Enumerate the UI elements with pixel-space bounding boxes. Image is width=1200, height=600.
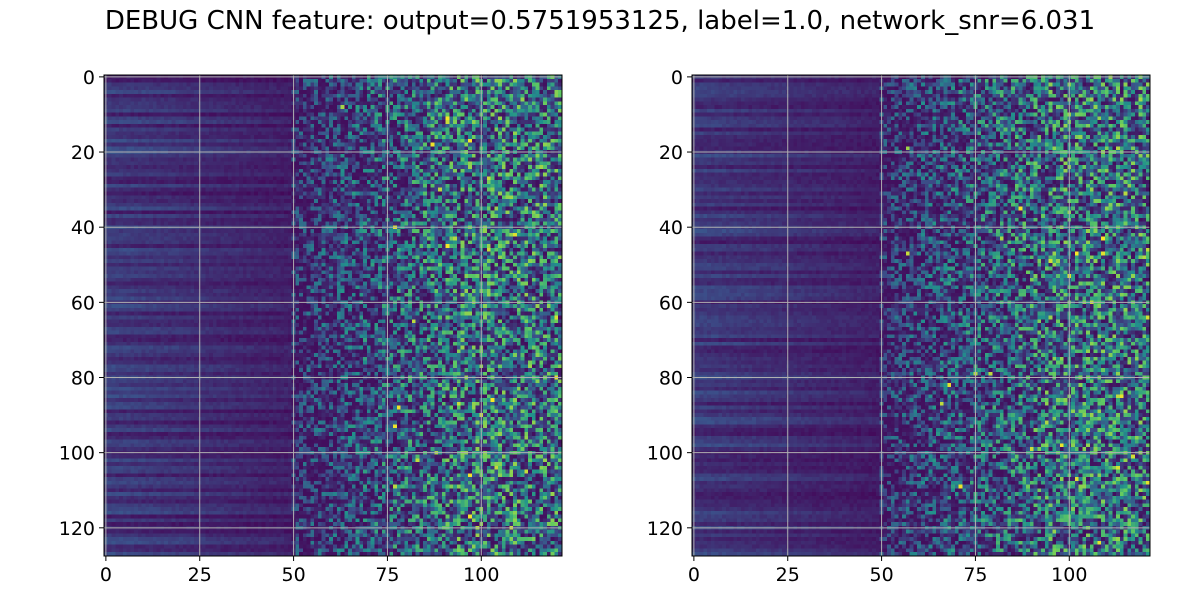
y-tick-label: 20 xyxy=(659,142,683,164)
y-tick-label: 40 xyxy=(659,217,683,239)
y-tick-label: 60 xyxy=(71,292,95,314)
axes-frame xyxy=(691,74,1151,557)
heatmap-panel-left: 0 25 50 75 100 0 20 40 60 80 100 120 xyxy=(59,67,563,586)
y-tick-label: 120 xyxy=(647,518,683,540)
heatmap-image xyxy=(104,75,562,556)
y-tick-label: 20 xyxy=(71,142,95,164)
heatmap-image xyxy=(692,75,1150,556)
axes-frame xyxy=(103,74,563,557)
x-tick-label: 100 xyxy=(1051,564,1087,586)
figure-title: DEBUG CNN feature: output=0.5751953125, … xyxy=(104,6,1096,36)
heatmap-panel-right: 0 25 50 75 100 0 20 40 60 80 100 120 xyxy=(647,67,1151,586)
y-tick-label: 80 xyxy=(71,368,95,390)
x-tick-label: 100 xyxy=(463,564,499,586)
x-tick-label: 75 xyxy=(963,564,987,586)
x-tick-label: 75 xyxy=(375,564,399,586)
y-tick-label: 80 xyxy=(659,368,683,390)
x-tick-label: 0 xyxy=(688,564,700,586)
x-tick-label: 25 xyxy=(776,564,800,586)
y-tick-label: 120 xyxy=(59,518,95,540)
x-tick-label: 0 xyxy=(100,564,112,586)
y-tick-label: 0 xyxy=(671,67,683,89)
y-tick-label: 40 xyxy=(71,217,95,239)
x-tick-label: 50 xyxy=(869,564,893,586)
y-tick-label: 60 xyxy=(659,292,683,314)
x-tick-label: 50 xyxy=(281,564,305,586)
y-tick-label: 0 xyxy=(83,67,95,89)
y-tick-label: 100 xyxy=(59,443,95,465)
y-tick-label: 100 xyxy=(647,443,683,465)
x-tick-label: 25 xyxy=(188,564,212,586)
